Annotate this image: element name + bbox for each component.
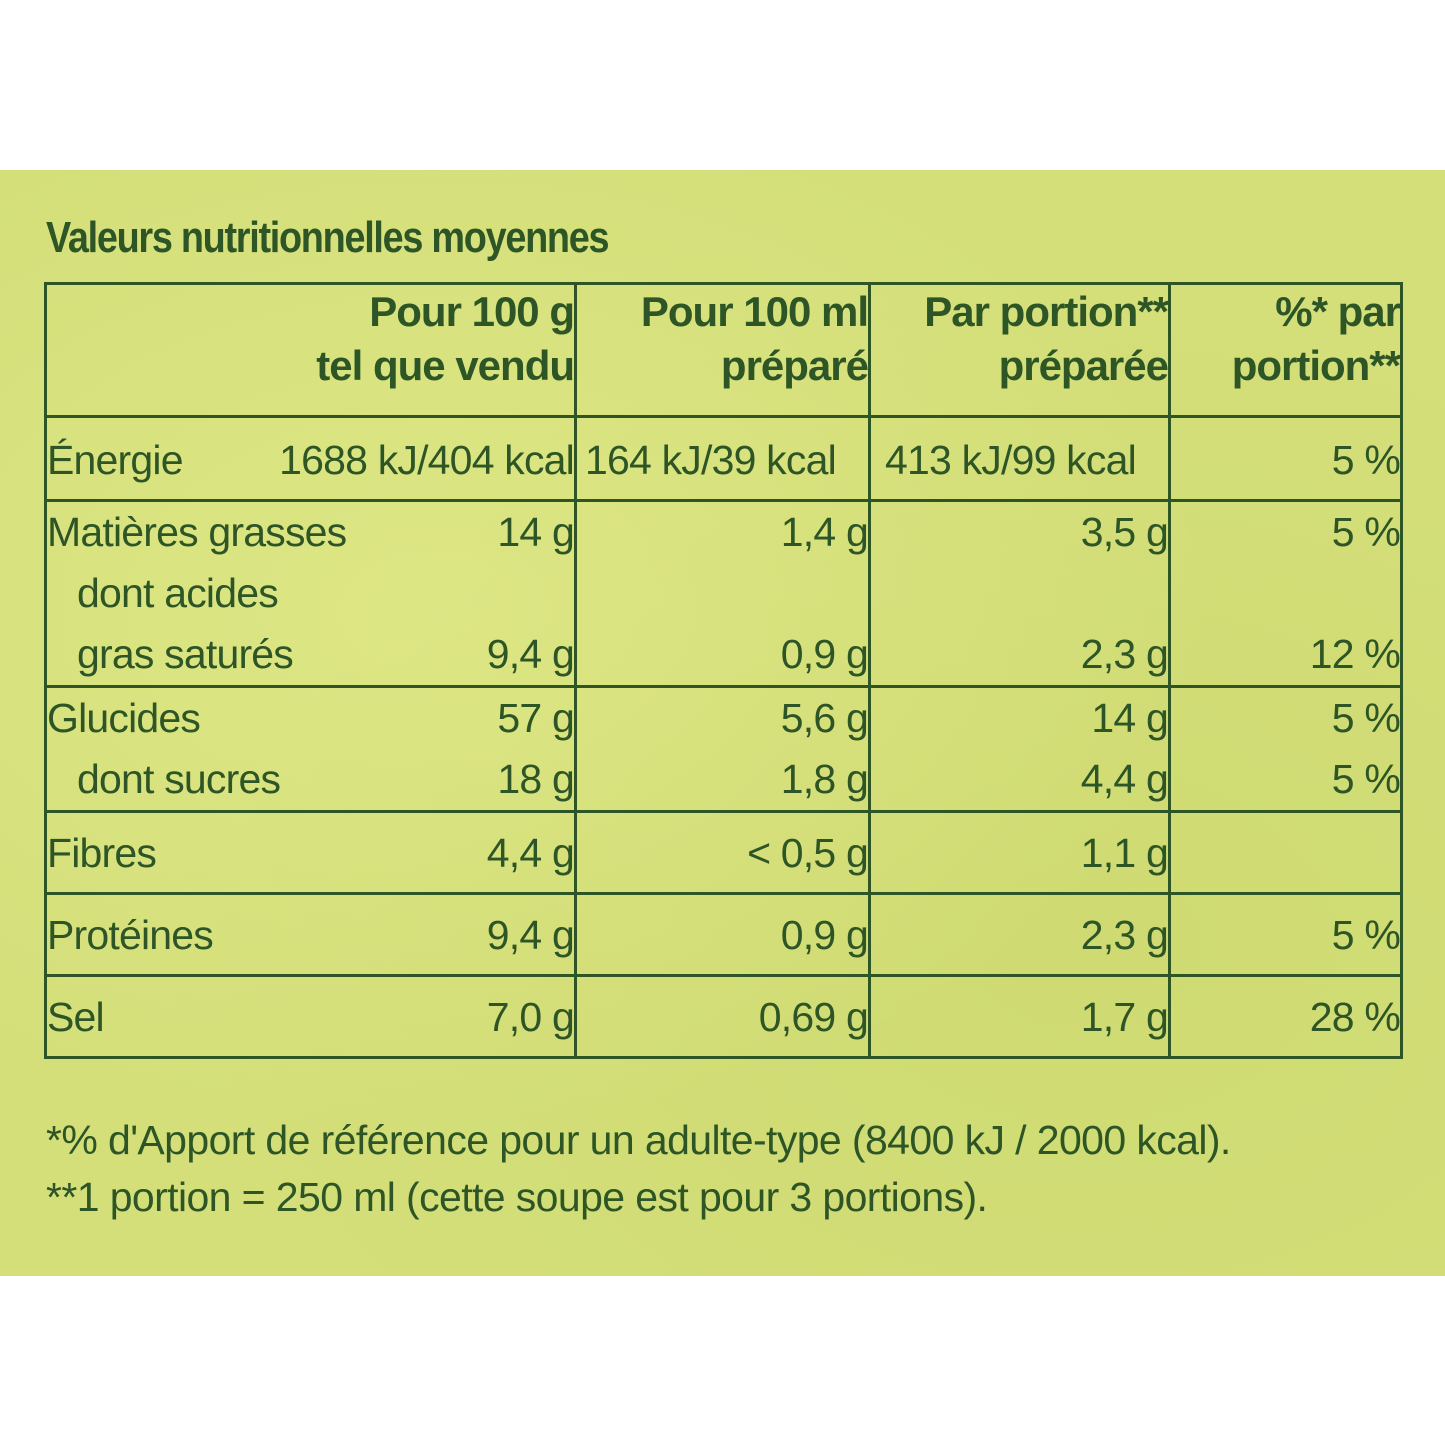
label-gras-satures: gras saturés: [77, 631, 294, 677]
header-per-100ml: Pour 100 ml préparé: [574, 282, 871, 418]
sel-per-100ml: 0,69 g: [574, 974, 871, 1059]
energie-per-100ml: 164 kJ/39 kcal: [574, 415, 871, 502]
row-sel: Sel 7,0 g 0,69 g 1,7 g 28 %: [44, 974, 1403, 1059]
fibres-per-portion: 1,1 g: [868, 810, 1171, 895]
row-proteines: Protéines 9,4 g 0,9 g 2,3 g 5 %: [44, 892, 1403, 977]
proteines-per-100ml: 0,9 g: [574, 892, 871, 977]
matieres-per-portion: 3,5 g: [1080, 509, 1169, 555]
sucres-per-portion: 4,4 g: [1080, 756, 1169, 802]
satures-per-100g: 9,4 g: [486, 631, 575, 677]
matieres-percent: 5 %: [1331, 509, 1401, 555]
satures-per-portion: 2,3 g: [1080, 631, 1169, 677]
footnote-portion-size: **1 portion = 250 ml (cette soupe est po…: [46, 1174, 988, 1220]
glucides-per-portion: 14 g: [1091, 695, 1168, 741]
row-fibres: Fibres 4,4 g < 0,5 g 1,1 g: [44, 810, 1403, 895]
row-glucides: Glucides 57 g dont sucres 18 g 5,6 g 1,8…: [44, 685, 1403, 813]
footnotes: *% d'Apport de référence pour un adulte-…: [46, 1112, 1231, 1226]
proteines-percent: 5 %: [1168, 892, 1403, 977]
label-energie: Énergie: [47, 437, 184, 483]
energie-per-portion: 413 kJ/99 kcal: [868, 415, 1171, 502]
label-dont-acides: dont acides: [77, 570, 279, 616]
label-dont-sucres: dont sucres: [77, 756, 281, 802]
matieres-per-100g: 14 g: [497, 509, 574, 555]
header-per-portion: Par portion** préparée: [868, 282, 1171, 418]
header-row: Pour 100 g tel que vendu Pour 100 ml pré…: [44, 282, 1403, 418]
row-energie: Énergie 1688 kJ/404 kcal 164 kJ/39 kcal …: [44, 415, 1403, 502]
label-sel: Sel: [47, 994, 105, 1040]
proteines-per-100g: 9,4 g: [486, 912, 575, 958]
energie-percent: 5 %: [1168, 415, 1403, 502]
energie-per-100g: 1688 kJ/404 kcal: [279, 437, 575, 483]
satures-per-100ml: 0,9 g: [780, 631, 869, 677]
row-matieres-grasses: Matières grasses 14 g dont acides gras s…: [44, 499, 1403, 688]
satures-percent: 12 %: [1309, 631, 1401, 677]
header-percent-portion: %* par portion**: [1168, 282, 1403, 418]
glucides-per-100g: 57 g: [497, 695, 574, 741]
label-proteines: Protéines: [47, 912, 214, 958]
sel-per-100g: 7,0 g: [486, 994, 575, 1040]
nutrition-table: Pour 100 g tel que vendu Pour 100 ml pré…: [44, 282, 1403, 1059]
fibres-per-100ml: < 0,5 g: [574, 810, 871, 895]
sel-per-portion: 1,7 g: [868, 974, 1171, 1059]
glucides-per-100ml: 5,6 g: [780, 695, 869, 741]
sel-percent: 28 %: [1168, 974, 1403, 1059]
table-title: Valeurs nutritionnelles moyennes: [46, 213, 610, 262]
fibres-percent: [1168, 810, 1403, 895]
sucres-per-100g: 18 g: [497, 756, 574, 802]
matieres-per-100ml: 1,4 g: [780, 509, 869, 555]
label-glucides: Glucides: [47, 695, 201, 741]
label-matieres-grasses: Matières grasses: [47, 509, 347, 555]
fibres-per-100g: 4,4 g: [486, 830, 575, 876]
proteines-per-portion: 2,3 g: [868, 892, 1171, 977]
glucides-percent: 5 %: [1331, 695, 1401, 741]
sucres-percent: 5 %: [1331, 756, 1401, 802]
label-fibres: Fibres: [47, 830, 157, 876]
footnote-reference-intake: *% d'Apport de référence pour un adulte-…: [46, 1117, 1231, 1163]
sucres-per-100ml: 1,8 g: [780, 756, 869, 802]
header-per-100g: Pour 100 g tel que vendu: [44, 282, 577, 418]
